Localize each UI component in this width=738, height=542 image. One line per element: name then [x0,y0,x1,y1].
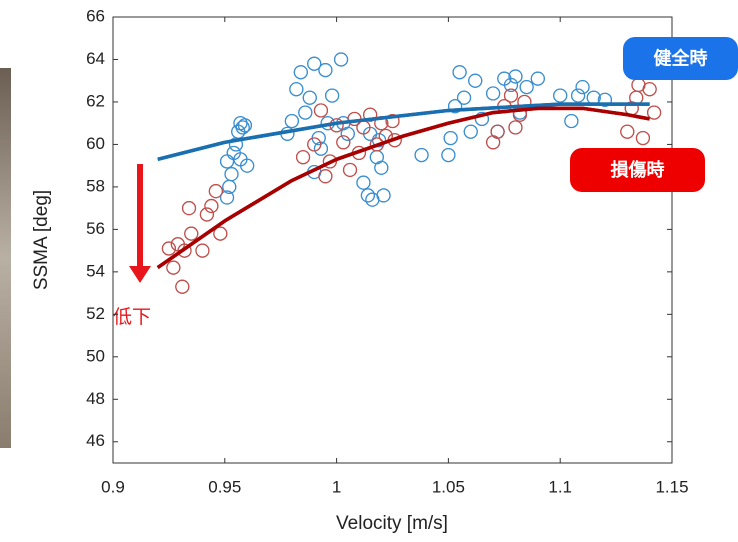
data-point [219,154,235,169]
plot-frame [112,16,673,464]
data-point [284,113,299,129]
y-tick-label: 48 [86,389,105,408]
data-point [204,198,219,214]
data-point [474,111,490,127]
data-point [161,241,176,256]
data-point [208,184,223,199]
y-axis-label: SSMA [deg] [31,190,52,290]
data-point [313,103,329,118]
annotation: 低下 [113,306,151,328]
data-point [448,99,463,114]
y-tick-label: 54 [86,261,105,280]
y-tick-label: 52 [86,304,105,323]
x-tick-label: 1.1 [548,477,572,496]
data-point [452,65,467,80]
data-point [463,124,478,139]
data-point [512,107,528,122]
data-point [233,116,248,131]
data-point [575,79,590,95]
data-point [181,201,197,216]
data-point [298,105,313,120]
data-point [456,90,472,105]
data-point [318,169,333,184]
legend-badge [623,37,738,80]
decrease-arrow [129,164,151,283]
data-point [597,92,613,107]
y-tick-label: 64 [86,49,105,68]
data-point [503,88,519,103]
data-point [530,71,545,86]
fit-line [157,102,650,161]
x-tick-label: 1.15 [655,477,688,496]
data-point [508,120,523,135]
data-point [443,130,458,146]
data-point [289,82,304,97]
data-point [642,82,657,97]
data-point [441,147,456,163]
data-point [177,243,192,258]
data-point [363,107,378,122]
data-point [503,77,519,93]
data-point [325,88,340,103]
data-point [199,207,215,222]
data-point [166,260,181,275]
data-point [519,79,534,95]
legend-label: 健全時 [654,47,708,68]
y-tick-label: 50 [86,346,105,365]
y-tick-label: 62 [86,91,105,110]
data-point [175,279,190,294]
x-axis-label: Velocity [m/s] [336,513,448,534]
y-tick-label: 46 [86,431,105,450]
x-tick-label: 1 [332,477,341,496]
data-point [318,62,333,78]
legend-badge [570,148,705,192]
x-tick-label: 1.05 [432,477,465,496]
data-point [340,126,355,141]
data-point [564,113,579,129]
data-point [240,158,255,173]
data-point [553,88,568,103]
data-point [414,147,429,163]
data-point [213,226,228,241]
data-point [195,243,210,258]
data-point [508,69,523,84]
data-point [635,130,651,146]
data-point [224,167,239,182]
data-point [342,162,358,178]
x-tick-label: 0.95 [208,477,241,496]
data-point [356,175,371,190]
data-point [333,52,349,67]
data-point [490,124,505,139]
data-point [295,150,311,165]
data-point [486,86,501,101]
plot-area: 46 48 50 52 54 56 58 60 62 64 66 0.9 0.95 1 1.05 1.1 1.1… [86,6,688,496]
data-point [468,73,483,88]
y-tick-label: 60 [86,134,105,153]
data-point [570,88,586,103]
data-point [184,226,199,241]
data-point [219,190,235,205]
data-point [293,65,308,80]
data-point [647,105,662,120]
data-point [360,188,376,203]
data-point [302,90,317,105]
data-point [620,124,635,139]
data-point [307,56,322,71]
data-point [374,160,389,175]
fit-line [156,106,650,270]
photo-fragment [0,68,11,448]
y-tick-label: 58 [86,176,105,195]
data-point [629,90,644,105]
data-point [322,154,337,169]
y-tick-label: 56 [86,219,105,238]
data-point [376,188,391,203]
y-tick-label: 66 [86,6,105,25]
x-tick-label: 0.9 [101,477,125,496]
data-point [336,135,351,150]
legend-label: 損傷時 [611,159,665,180]
data-point [385,113,400,129]
data-point [307,137,322,152]
